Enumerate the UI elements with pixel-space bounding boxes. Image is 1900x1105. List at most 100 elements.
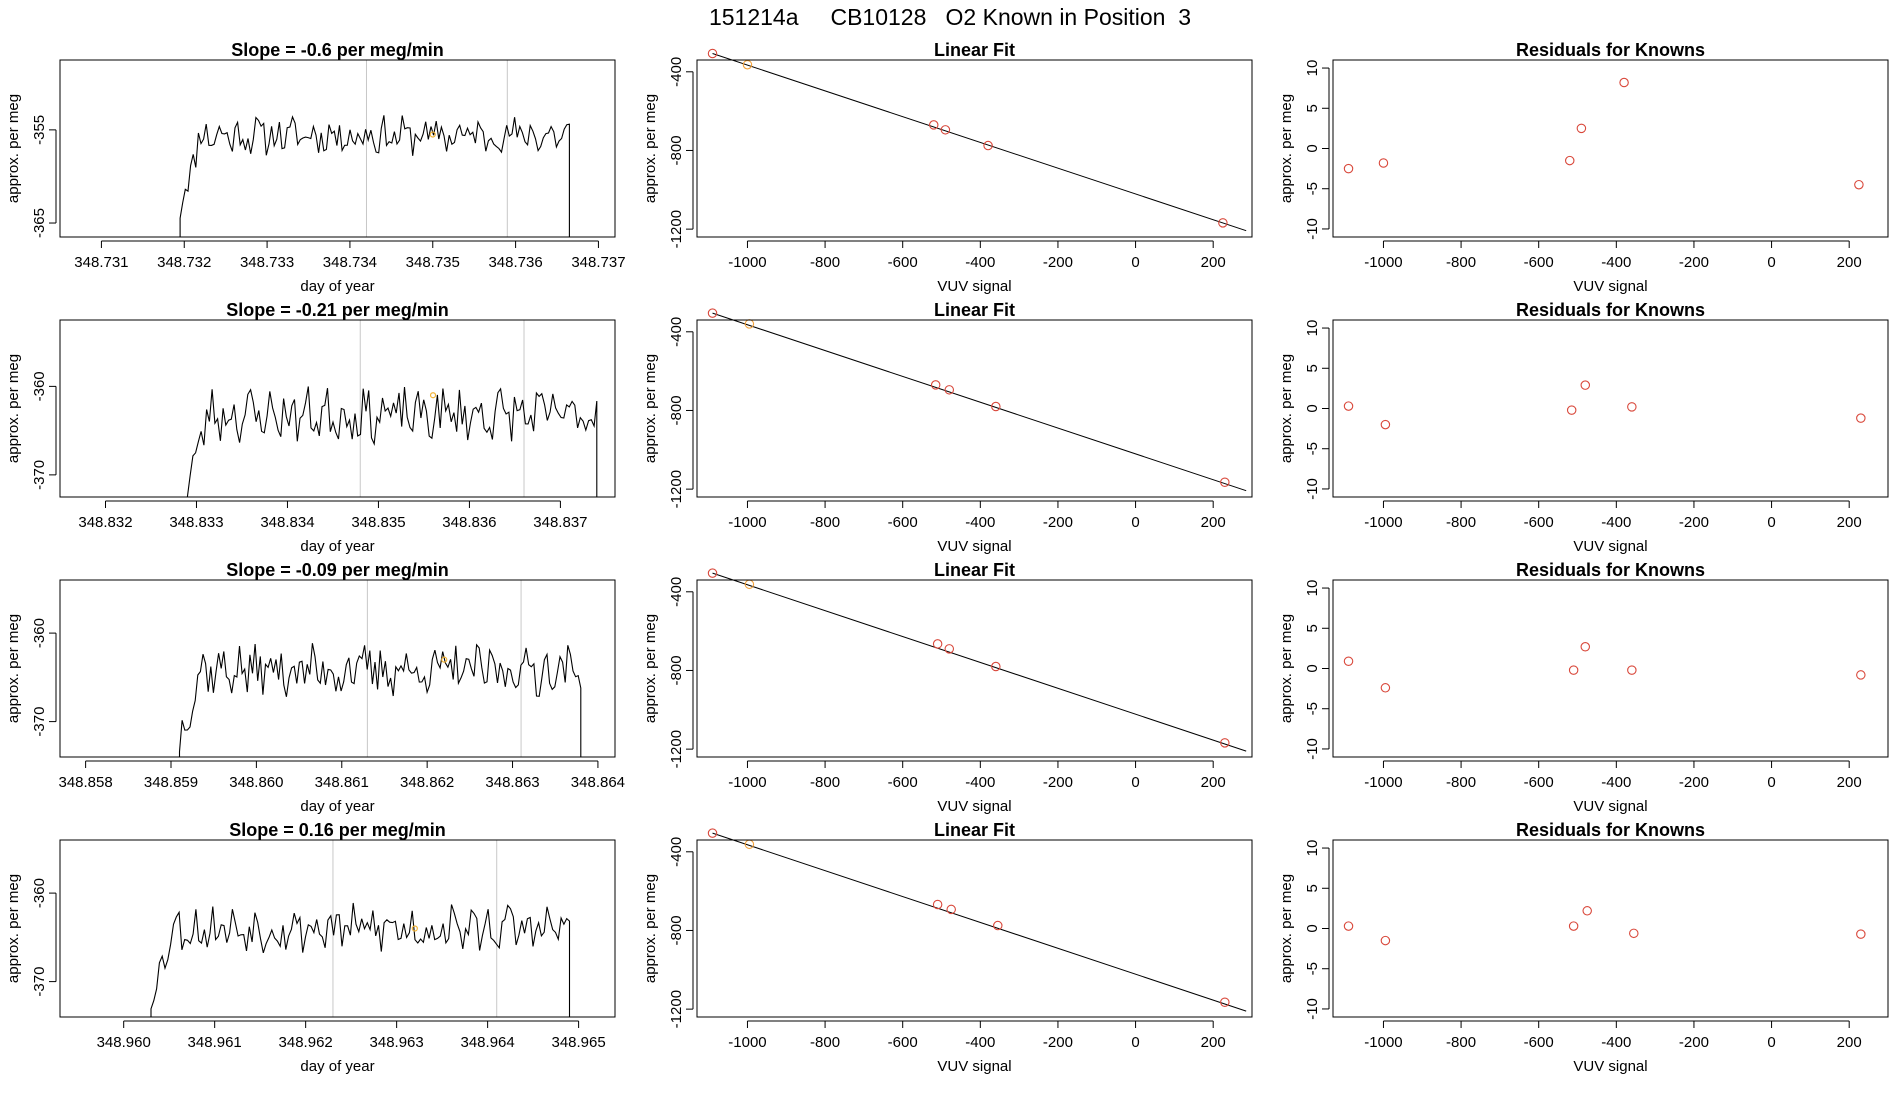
panel-title: Linear Fit — [934, 300, 1015, 320]
y-tick-label: 5 — [1304, 104, 1321, 112]
x-tick-label: 348.832 — [78, 514, 132, 531]
y-tick-label: -10 — [1304, 738, 1321, 760]
x-tick-label: -200 — [1043, 774, 1073, 791]
y-axis-label: approx. per meg — [1278, 354, 1295, 463]
data-point — [1220, 477, 1230, 487]
plot-frame — [1332, 59, 1889, 238]
x-tick-label: 348.837 — [533, 514, 587, 531]
x-tick-label: 0 — [1131, 254, 1139, 271]
data-point — [983, 140, 993, 151]
plot-frame — [1332, 319, 1889, 498]
y-tick-label: -1200 — [668, 470, 685, 508]
data-point — [944, 385, 955, 395]
data-point — [707, 828, 718, 838]
x-tick-label: 348.735 — [406, 254, 460, 271]
x-tick-label: 348.963 — [370, 1034, 424, 1051]
x-tick-label: 0 — [1767, 774, 1775, 791]
y-axis-label: approx. per meg — [1278, 94, 1295, 203]
data-point — [1580, 380, 1591, 390]
x-tick-label: -400 — [1601, 254, 1631, 271]
y-tick-label: -1200 — [668, 990, 685, 1028]
data-point — [928, 120, 939, 130]
x-tick-label: -600 — [1524, 1034, 1554, 1051]
x-tick-label: 348.736 — [488, 254, 542, 271]
panel-time-series-row-2: Slope = -0.21 per meg/min 348.832 348.833 3… — [5, 300, 616, 555]
x-tick-label: 200 — [1201, 774, 1226, 791]
x-axis-label: VUV signal — [1573, 278, 1647, 295]
x-tick-label: -400 — [1601, 774, 1631, 791]
data-point — [930, 380, 941, 390]
x-tick-label: -200 — [1679, 514, 1709, 531]
highlight-point — [411, 925, 418, 932]
series-line — [178, 643, 582, 757]
x-tick-label: -800 — [1446, 774, 1476, 791]
x-tick-label: -1000 — [1364, 1034, 1402, 1051]
x-tick-label: 348.731 — [74, 254, 128, 271]
panel-residuals-row-1: Residuals for Knowns-1000 -800 -600 -400 -20… — [1278, 40, 1889, 295]
x-axis-label: day of year — [300, 1058, 374, 1075]
y-tick-label: 10 — [1304, 60, 1321, 77]
fit-line — [712, 572, 1247, 752]
highlight-point — [441, 656, 448, 663]
y-tick-label: -5 — [1304, 962, 1321, 975]
fit-line — [712, 53, 1247, 232]
panel-title: Slope = -0.21 per meg/min — [226, 300, 449, 320]
x-tick-label: -1000 — [728, 254, 766, 271]
panel-time-series-row-3: Slope = -0.09 per meg/min 348.858 348.859 3… — [5, 560, 625, 815]
x-tick-label: 348.732 — [157, 254, 211, 271]
x-tick-label: 0 — [1131, 514, 1139, 531]
data-point — [707, 568, 718, 578]
x-tick-label: -800 — [1446, 514, 1476, 531]
x-tick-label: 200 — [1837, 774, 1862, 791]
x-tick-label: -1000 — [728, 514, 766, 531]
y-tick-label: -365 — [31, 208, 48, 238]
x-axis-label: VUV signal — [937, 538, 1011, 555]
y-tick-label: -400 — [668, 837, 685, 867]
x-tick-label: 348.834 — [260, 514, 314, 531]
data-point — [1380, 935, 1391, 946]
y-tick-label: 5 — [1304, 884, 1321, 892]
data-point — [1582, 906, 1592, 916]
y-tick-label: -5 — [1304, 442, 1321, 455]
y-tick-label: -800 — [668, 655, 685, 685]
x-tick-label: 0 — [1131, 774, 1139, 791]
x-tick-label: 200 — [1837, 514, 1862, 531]
y-tick-label: 0 — [1304, 404, 1321, 412]
data-point — [991, 661, 1001, 672]
data-point — [993, 920, 1003, 931]
y-tick-label: -5 — [1304, 182, 1321, 195]
data-point — [1619, 77, 1629, 88]
x-tick-label: -800 — [810, 774, 840, 791]
x-axis-label: day of year — [300, 538, 374, 555]
y-tick-label: -370 — [31, 967, 48, 997]
y-axis-label: approx. per meg — [1278, 874, 1295, 983]
panel-title: Residuals for Knowns — [1516, 560, 1705, 580]
panel-title: Linear Fit — [934, 40, 1015, 60]
data-point — [932, 899, 943, 910]
x-tick-label: -1000 — [1364, 774, 1402, 791]
x-tick-label: 348.964 — [461, 1034, 515, 1051]
x-tick-label: 200 — [1837, 254, 1862, 271]
x-tick-label: 348.836 — [442, 514, 496, 531]
y-tick-label: -800 — [668, 915, 685, 945]
data-point — [991, 401, 1001, 412]
y-tick-label: 10 — [1304, 580, 1321, 597]
y-axis-label: approx. per meg — [642, 874, 659, 983]
data-point — [1378, 158, 1389, 168]
x-tick-label: 200 — [1837, 1034, 1862, 1051]
x-axis-label: day of year — [300, 798, 374, 815]
x-tick-label: 200 — [1201, 514, 1226, 531]
x-tick-label: -200 — [1679, 1034, 1709, 1051]
panel-title: Linear Fit — [934, 560, 1015, 580]
x-tick-label: 348.962 — [279, 1034, 333, 1051]
data-point — [1566, 405, 1577, 415]
y-axis-label: approx. per meg — [642, 614, 659, 723]
x-tick-label: 0 — [1767, 514, 1775, 531]
panel-linear-fit-row-4: Linear Fit -1000 -800 -600 -400 -200 0 200 -400 -… — [642, 820, 1253, 1075]
y-tick-label: -10 — [1304, 998, 1321, 1020]
plot-frame — [696, 319, 1253, 498]
panel-residuals-row-2: Residuals for Knowns-1000 -800 -600 -400 -20… — [1278, 300, 1889, 555]
x-axis-label: VUV signal — [1573, 798, 1647, 815]
x-tick-label: 348.833 — [169, 514, 223, 531]
